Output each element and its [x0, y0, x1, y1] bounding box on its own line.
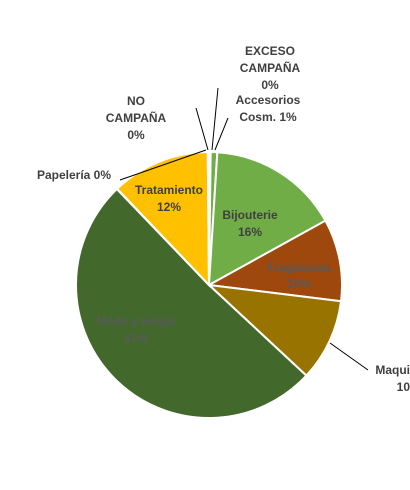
leader-line-accesorios-cosm — [214, 117, 229, 151]
slice-label-line: Bijouterie — [222, 208, 278, 222]
leader-line-maqui — [329, 342, 369, 371]
slice-label-line: Moda y Hogar — [96, 314, 176, 328]
slice-label-line: 10% — [287, 277, 311, 291]
slice-label-papeleria: Papelería 0% — [37, 168, 111, 182]
leader-line-exceso-campana — [211, 87, 219, 151]
slice-label-line: EXCESO — [245, 44, 295, 58]
slice-label-no-campana: NO CAMPAÑA 0% — [106, 94, 167, 142]
slice-label-line: 0% — [127, 128, 145, 142]
pie-slice-fragancias — [205, 219, 343, 303]
leader-line-no-campana — [195, 107, 209, 151]
slice-label-line: 16% — [238, 225, 262, 239]
slice-label-accesorios-cosm: Accesorios Cosm. 1% — [236, 93, 301, 124]
pie-slice-moda-y-hogar — [75, 187, 308, 419]
slice-label-line: Maqui — [375, 363, 410, 377]
slice-labels: EXCESO CAMPAÑA 0%Accesorios Cosm. 1%Bijoute… — [37, 44, 410, 394]
slice-label-line: 12% — [157, 200, 181, 214]
slice-label-fragancias: Fragancias 10% — [267, 260, 331, 291]
slice-label-line: CAMPAÑA — [106, 110, 167, 125]
slice-label-bijouterie: Bijouterie 16% — [222, 208, 278, 239]
leader-lines — [119, 87, 369, 371]
slice-label-line: CAMPAÑA — [240, 60, 301, 75]
slice-label-moda-y-hogar: Moda y Hogar 51% — [96, 314, 176, 345]
slice-label-tratamiento: Tratamiento 12% — [135, 183, 203, 214]
slice-label-maqui: Maqui 10 — [375, 363, 410, 394]
slice-label-line: 0% — [261, 78, 279, 92]
pie-slice-no-campana — [206, 150, 210, 286]
slice-label-line: Papelería 0% — [37, 168, 111, 182]
leader-line-papeleria — [119, 149, 207, 181]
slice-label-line: 10 — [397, 380, 410, 394]
pie-slice-maqui — [206, 283, 343, 378]
slice-label-line: Fragancias — [267, 260, 331, 274]
slice-label-line: 51% — [124, 331, 148, 345]
pie-slice-bijouterie — [207, 151, 327, 287]
slice-label-line: Tratamiento — [135, 183, 203, 197]
slice-label-exceso-campana: EXCESO CAMPAÑA 0% — [240, 44, 301, 92]
pie-slices — [75, 150, 343, 419]
slice-label-line: Cosm. 1% — [239, 110, 297, 124]
slice-label-line: Accesorios — [236, 93, 301, 107]
slice-label-line: NO — [127, 94, 145, 108]
pie-slice-tratamiento — [115, 150, 211, 288]
